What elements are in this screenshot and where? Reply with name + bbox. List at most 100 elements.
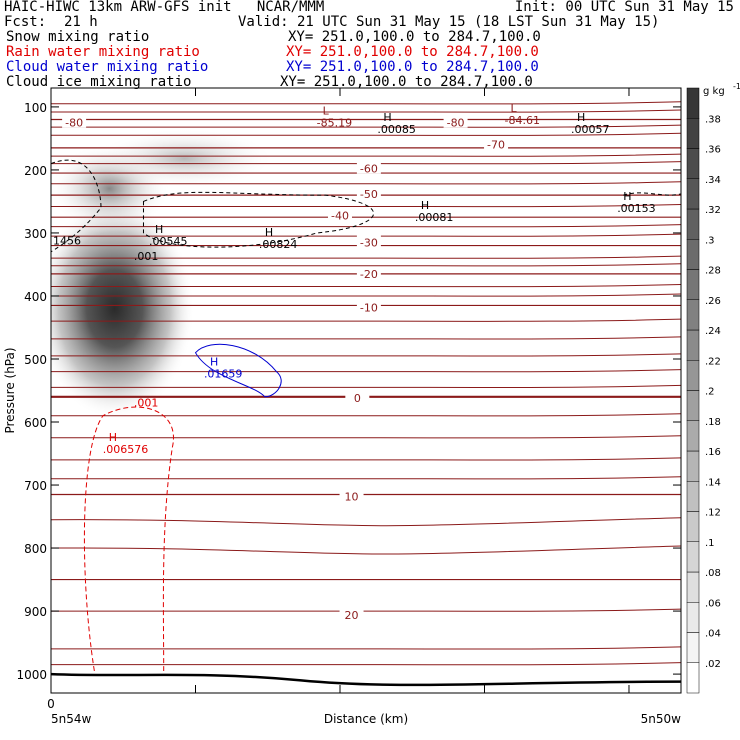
- isotherm-label: 10: [345, 490, 359, 503]
- isotherm-label: -10: [360, 301, 378, 314]
- extremum-H: H: [383, 111, 391, 124]
- isotherm-line: [51, 413, 681, 417]
- extremum-value: .006576: [103, 443, 148, 456]
- y-tick-label: 600: [24, 416, 47, 430]
- y-tick-label: 100: [24, 101, 47, 115]
- colorbar-tick-label: .26: [705, 296, 721, 307]
- isotherm-label: -80: [447, 117, 465, 130]
- colorbar-tick-label: .3: [705, 235, 715, 246]
- isotherm-line: [51, 255, 681, 259]
- isotherm-line: [51, 608, 681, 612]
- colorbar-swatch: [686, 87, 700, 119]
- plot-frame: [50, 87, 682, 694]
- y-tick-label: 800: [24, 542, 47, 556]
- colorbar-swatch: [686, 239, 700, 270]
- colorbar-swatch: [686, 148, 700, 179]
- isotherm-line: [51, 109, 681, 113]
- contour-label: .001: [134, 250, 159, 263]
- colorbar-tick-label: .06: [705, 598, 721, 609]
- isotherm-line: [51, 384, 681, 389]
- valid-time: Valid: 21 UTC Sun 31 May 15 (18 LST Sun …: [238, 14, 660, 30]
- isotherm-label-bg: [339, 489, 364, 502]
- extremum-H: H: [265, 226, 273, 239]
- cloud-ice-contour-right: [623, 192, 681, 196]
- extremum-H: H: [421, 199, 429, 212]
- colorbar-tick-label: .12: [705, 508, 721, 519]
- extremum-value: .00824: [259, 238, 298, 251]
- y-tick-label: 1000: [16, 668, 47, 682]
- isotherm-line: [51, 369, 681, 373]
- isotherm-label-bg: [62, 115, 87, 128]
- isotherm-line: [51, 457, 681, 461]
- colorbar-swatch: [686, 390, 700, 421]
- isotherm-label: -80: [65, 117, 83, 130]
- title-left: HAIC-HIWC 13km ARW-GFS init NCAR/MMM: [4, 0, 325, 15]
- isotherm-label-bg: [345, 391, 370, 404]
- cloud-ice-contour: [142, 191, 375, 248]
- x-left-location: 5n54w: [51, 712, 92, 726]
- contour-label: 1456: [53, 234, 81, 247]
- field-name-rain: Rain water mixing ratio: [6, 44, 200, 60]
- colorbar-swatch: [686, 118, 700, 149]
- isotherm-label: 20: [345, 609, 359, 622]
- isotherm-line: [51, 181, 681, 185]
- colorbar-tick-label: .38: [705, 114, 721, 125]
- isotherm-line: [51, 132, 681, 136]
- isotherm-line: [51, 263, 681, 267]
- isotherm-label: -60: [360, 163, 378, 176]
- colorbar-tick-label: .14: [705, 477, 721, 488]
- colorbar-swatch: [686, 511, 700, 542]
- colorbar-tick-label: .34: [705, 175, 721, 186]
- isotherm-line: [51, 284, 681, 288]
- colorbar-swatch: [686, 208, 700, 240]
- y-tick-label: 900: [24, 605, 47, 619]
- field-name-cloud-ice: Cloud ice mixing ratio: [6, 74, 192, 90]
- colorbar-swatch: [686, 662, 700, 694]
- field-name-cloud-water: Cloud water mixing ratio: [6, 59, 209, 75]
- extremum-H: H: [155, 223, 163, 236]
- colorbar-tick-label: .08: [705, 568, 721, 579]
- extremum-value: .00545: [149, 235, 188, 248]
- isotherm-line: [51, 224, 681, 228]
- colorbar-swatch: [686, 632, 700, 663]
- colorbar-swatch: [686, 420, 700, 452]
- isotherm-label: -20: [360, 268, 378, 281]
- isotherm-line: [51, 293, 681, 297]
- isotherm-line: [51, 101, 681, 105]
- colorbar-swatch: [686, 329, 700, 361]
- extremum-value: -84.61: [504, 114, 539, 127]
- colorbar-tick-label: .22: [705, 356, 721, 367]
- colorbar-swatch: [686, 450, 700, 482]
- cloud-water-contour: [194, 343, 282, 398]
- isotherm-label-bg: [443, 115, 468, 128]
- colorbar-swatch: [686, 481, 700, 512]
- colorbar-swatch: [686, 360, 700, 391]
- colorbar-unit: g kg: [703, 86, 725, 97]
- isotherm-line: [51, 545, 681, 555]
- extremum-H: H: [577, 111, 585, 124]
- isotherm-label-bg: [339, 607, 364, 620]
- isotherm-label-bg: [484, 137, 509, 150]
- isotherm-line: [51, 435, 681, 439]
- y-tick-label: 400: [24, 290, 47, 304]
- colorbar-tick-label: .16: [705, 447, 721, 458]
- isotherm-line: [51, 646, 681, 650]
- rain-contour-001: [83, 406, 174, 672]
- isotherm-line: [51, 153, 681, 157]
- y-tick-label: 700: [24, 479, 47, 493]
- y-axis-label: Pressure (hPa): [3, 347, 17, 433]
- snow-anvil-shading: [94, 128, 275, 189]
- isotherm-line: [51, 318, 681, 322]
- init-time: Init: 00 UTC Sun 31 May 15: [514, 0, 734, 15]
- colorbar-swatch: [686, 541, 700, 573]
- colorbar-tick-label: .28: [705, 266, 721, 277]
- x-tick-label: 0: [47, 697, 55, 711]
- extremum-value: .01659: [204, 367, 243, 380]
- field-xy-cloud-ice: XY= 251.0,100.0 to 284.7,100.0: [280, 74, 533, 90]
- colorbar-unit-exp: -1: [733, 82, 740, 91]
- colorbar-tick-label: .1: [705, 538, 715, 549]
- isotherm-label: -70: [487, 139, 505, 152]
- isotherm-line: [51, 124, 681, 128]
- extremum-L: L: [510, 102, 517, 115]
- isotherm-line: [51, 336, 681, 340]
